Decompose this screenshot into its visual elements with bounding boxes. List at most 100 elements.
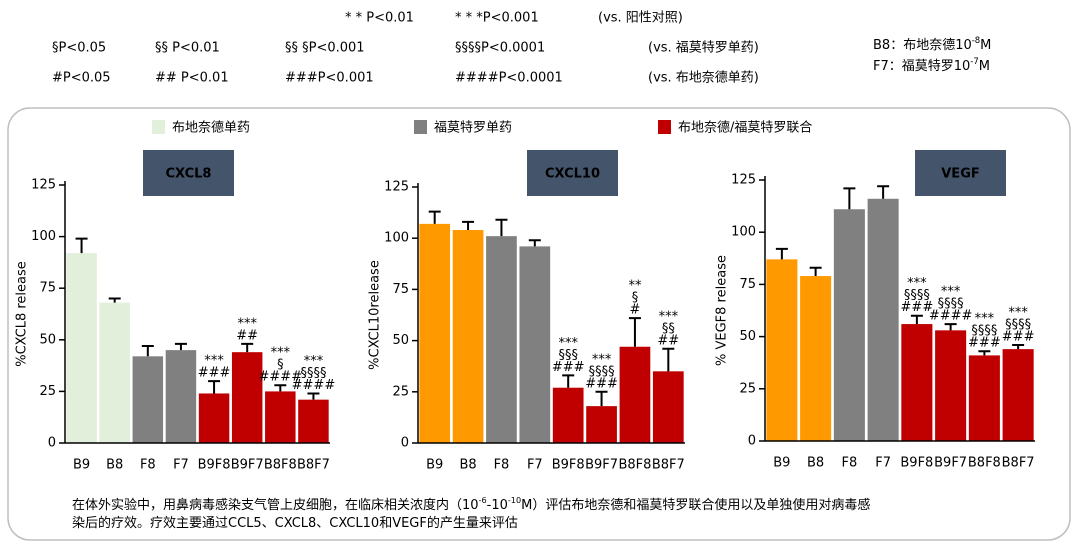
y-tick-label: 25 <box>739 381 756 396</box>
x-tick-label: F8 <box>140 458 156 473</box>
significance-label: ### <box>198 366 231 381</box>
error-bar <box>462 220 475 231</box>
significance-label: §§ <box>662 321 675 336</box>
text-part: F7：福莫特罗10 <box>873 59 970 74</box>
bar <box>298 399 329 443</box>
significance-label: *** <box>271 346 291 361</box>
error-bar <box>174 342 187 351</box>
bar <box>901 324 933 441</box>
bar <box>935 330 967 441</box>
significance-label: #### <box>292 378 336 393</box>
x-tick-label: B9 <box>426 458 443 473</box>
x-tick-label: B9 <box>773 456 790 471</box>
x-tick-label: B8 <box>459 458 476 473</box>
text-part: M）评估布地奈德和福莫特罗联合使用以及单独使用对病毒感 <box>521 497 870 513</box>
significance-label: *** <box>941 285 961 300</box>
error-bar <box>241 342 254 353</box>
significance-label: #### <box>259 370 303 385</box>
significance-label: *** <box>237 316 257 331</box>
error-bar <box>978 350 991 356</box>
legend-swatch <box>152 120 165 134</box>
chart-title-box <box>143 150 234 196</box>
error-bar <box>809 266 822 277</box>
text-part: M <box>980 38 991 53</box>
error-bar <box>562 374 575 388</box>
significance-label: *** <box>907 276 927 291</box>
bar <box>419 223 451 443</box>
footnote-line: 在体外实验中，用鼻病毒感染支气管上皮细胞，在临床相关浓度内（10-6-10-10… <box>72 495 870 513</box>
error-bar <box>595 390 608 407</box>
x-tick-label: F8 <box>842 456 858 471</box>
x-tick-label: B8F7 <box>1002 456 1035 471</box>
error-bar <box>1012 343 1025 350</box>
significance-label: *** <box>304 354 324 369</box>
bar <box>968 355 1000 441</box>
x-tick-label: B9F7 <box>231 458 264 473</box>
significance-note: (vs. 布地奈德单药) <box>648 71 759 86</box>
error-bar <box>75 237 88 254</box>
significance-label: § <box>632 291 639 306</box>
y-tick-label: 125 <box>731 173 756 188</box>
x-tick-label: B8F8 <box>968 456 1001 471</box>
x-tick-label: B9F7 <box>585 458 618 473</box>
error-bar <box>775 247 788 260</box>
significance-label: *** <box>204 354 224 369</box>
x-tick-label: B9F8 <box>900 456 933 471</box>
superscript: -6 <box>479 495 487 505</box>
significance-label: ### <box>901 300 934 315</box>
x-tick-label: B8F8 <box>264 458 297 473</box>
significance-label: ### <box>552 360 585 375</box>
significance-note: * * P<0.01 <box>345 11 414 26</box>
y-tick-label: 50 <box>39 332 56 347</box>
significance-label: *** <box>592 352 612 367</box>
error-bar <box>274 384 287 392</box>
bar <box>552 387 584 443</box>
x-tick-label: F8 <box>494 458 510 473</box>
bar <box>766 259 798 441</box>
bar <box>619 346 651 443</box>
chart-title: CXCL10 <box>545 167 600 182</box>
bar <box>652 371 684 443</box>
significance-note: * * *P<0.001 <box>455 11 539 26</box>
bar <box>833 209 865 441</box>
y-axis-label: % VEGF8 release <box>715 255 730 366</box>
y-tick-label: 75 <box>39 281 56 296</box>
significance-label: §§§§ <box>1005 317 1031 332</box>
significance-note: ###P<0.001 <box>285 71 374 86</box>
bar <box>165 350 197 443</box>
error-bar <box>662 347 675 372</box>
x-tick-label: F7 <box>875 456 891 471</box>
y-axis-label: %CXCL8 release <box>15 261 30 367</box>
x-tick-label: F7 <box>527 458 543 473</box>
y-tick-label: 125 <box>31 178 56 193</box>
text-part: 在体外实验中，用鼻病毒感染支气管上皮细胞，在临床相关浓度内（10 <box>72 497 479 513</box>
x-tick-label: B9 <box>73 458 90 473</box>
y-tick-label: 25 <box>39 384 56 399</box>
error-bar <box>877 185 890 199</box>
x-tick-label: B8 <box>106 458 123 473</box>
error-bar <box>428 210 441 224</box>
x-tick-label: B8 <box>807 456 824 471</box>
error-bar <box>843 187 856 210</box>
dose-note: F7：福莫特罗10-7M <box>873 56 990 74</box>
superscript: -8 <box>972 35 980 45</box>
bar <box>519 246 551 443</box>
error-bar <box>910 314 923 325</box>
x-tick-label: B8F7 <box>297 458 330 473</box>
significance-note: §§ P<0.01 <box>155 41 220 56</box>
y-tick-label: 125 <box>384 180 409 195</box>
y-tick-label: 0 <box>401 436 409 451</box>
significance-label: #### <box>929 309 973 324</box>
error-bar <box>628 317 641 347</box>
error-bar <box>307 392 320 400</box>
significance-label: *** <box>975 312 995 327</box>
bar <box>486 236 517 443</box>
significance-label: ### <box>1002 329 1035 344</box>
significance-note: §P<0.05 <box>52 41 106 56</box>
y-tick-label: 0 <box>48 436 56 451</box>
bar <box>800 276 832 441</box>
error-bar <box>495 218 508 237</box>
dose-note: B8：布地奈德10-8M <box>873 35 991 53</box>
significance-label: *** <box>659 309 679 324</box>
